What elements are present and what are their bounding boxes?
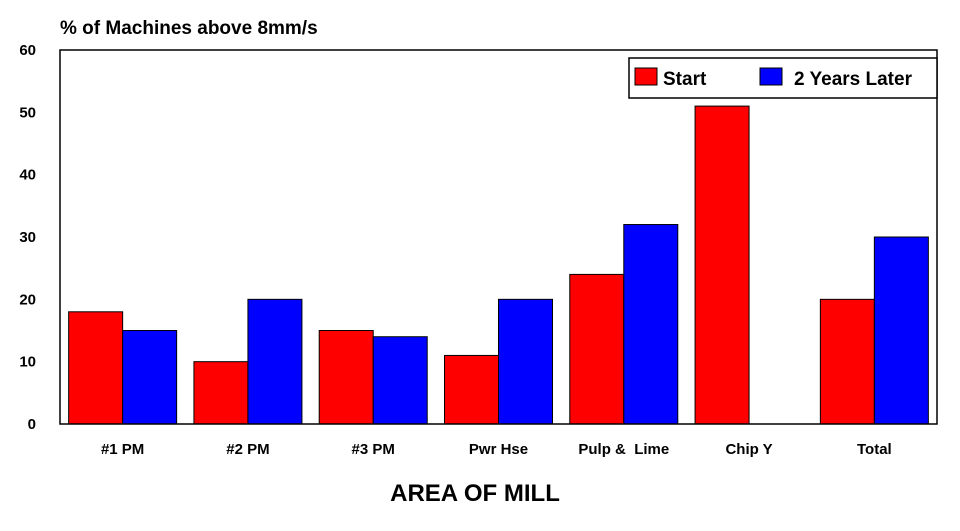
y-tick-label: 40 — [19, 167, 36, 184]
x-category-label: Pulp & Lime — [578, 441, 669, 458]
bar-start — [68, 311, 124, 425]
bar-2-years-later — [623, 224, 679, 425]
legend-label-2-years-later: 2 Years Later — [794, 69, 913, 90]
legend-box — [628, 57, 938, 99]
x-axis-title: AREA OF MILL — [390, 480, 560, 507]
x-category-label: #3 PM — [352, 441, 395, 458]
bar-2-years-later — [247, 298, 303, 425]
x-category-label: #2 PM — [226, 441, 269, 458]
legend-swatch-start — [634, 67, 658, 86]
bar-start — [444, 354, 499, 425]
bar-start — [318, 330, 374, 425]
bar-2-years-later — [122, 330, 178, 425]
y-tick-label: 30 — [19, 229, 36, 246]
x-category-label: Pwr Hse — [469, 441, 528, 458]
y-tick-labels: 0 10 20 30 40 50 60 — [19, 42, 36, 433]
bar-2-years-later — [498, 298, 553, 425]
bar-2-years-later — [873, 236, 929, 425]
y-tick-label: 0 — [28, 416, 36, 433]
bar-2-years-later — [372, 336, 428, 425]
y-axis-title: % of Machines above 8mm/s — [60, 18, 318, 39]
bar-start — [819, 298, 875, 425]
y-tick-label: 50 — [19, 104, 36, 121]
x-category-label: Chip Y — [725, 441, 772, 458]
plot-frame — [59, 49, 938, 425]
legend-label-start: Start — [663, 69, 707, 90]
legend: Start 2 Years Later — [628, 57, 938, 99]
x-category-labels: #1 PM #2 PM #3 PM Pwr Hse Pulp & Lime Chip Y T… — [101, 441, 892, 458]
x-category-label: Total — [857, 441, 892, 458]
y-tick-label: 10 — [19, 354, 36, 371]
x-category-label: #1 PM — [101, 441, 144, 458]
bar-start — [193, 361, 249, 425]
legend-swatch-2-years-later — [759, 67, 783, 86]
y-tick-label: 20 — [19, 291, 36, 308]
y-tick-label: 60 — [19, 42, 36, 59]
bar-start — [569, 273, 625, 425]
bars-group — [68, 105, 929, 425]
bar-start — [694, 105, 750, 425]
